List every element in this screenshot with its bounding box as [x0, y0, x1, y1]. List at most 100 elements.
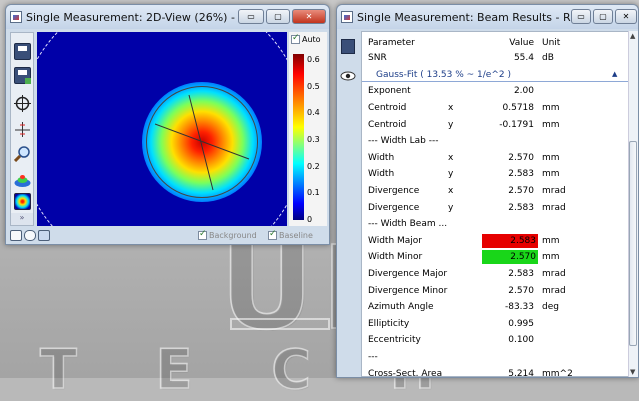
- status-bar-2d: Background Baseline: [10, 227, 325, 243]
- save-icon[interactable]: [14, 43, 31, 60]
- app-icon: [10, 11, 22, 23]
- collapse-group-icon[interactable]: ▲: [612, 70, 618, 78]
- group-header-row[interactable]: Gauss-Fit ( 13.53 % ~ 1/e^2 ): [362, 67, 628, 84]
- background-checkbox[interactable]: [198, 229, 207, 240]
- beam-2d-plot[interactable]: [37, 32, 287, 226]
- value-cell: 2.583: [482, 233, 538, 248]
- group-divider: [362, 81, 628, 83]
- unit-cell: deg: [542, 302, 559, 313]
- value-cell: 55.4: [513, 53, 534, 64]
- header-parameter: Parameter: [368, 38, 415, 49]
- unit-cell: mm: [542, 119, 560, 130]
- scroll-down-arrow[interactable]: ▼: [630, 368, 636, 376]
- save-icon[interactable]: [341, 39, 355, 54]
- eye-icon[interactable]: [340, 71, 356, 84]
- table-row: Eccentricity 0.100: [362, 332, 628, 349]
- parameter-cell: Gauss-Fit ( 13.53 % ~ 1/e^2 ): [376, 69, 511, 80]
- close-button[interactable]: ✕: [292, 9, 326, 24]
- table-row: Divergence Major 2.583 mrad: [362, 266, 628, 283]
- crosshair-icon[interactable]: [14, 95, 31, 112]
- baseline-toggle[interactable]: Baseline: [268, 229, 313, 240]
- parameter-cell: Divergence: [368, 186, 420, 197]
- unit-cell: mrad: [542, 269, 566, 280]
- colorbar-tick: 0.2: [307, 162, 320, 171]
- maximize-button[interactable]: ▢: [266, 9, 290, 24]
- value-cell: -83.33: [504, 302, 534, 313]
- table-row: Azimuth Angle -83.33 deg: [362, 299, 628, 316]
- parameter-cell: SNR: [368, 53, 387, 64]
- axis-cell: x: [448, 152, 454, 163]
- value-cell: 2.570: [508, 152, 534, 163]
- results-scrollbar[interactable]: ▲ ▼: [628, 31, 638, 377]
- table-row: Cross-Sect. Area 5.214 mm^2: [362, 365, 628, 377]
- results-table: Parameter Value Unit SNR 55.4 dB Gauss-Fit …: [361, 31, 629, 377]
- auto-checkbox[interactable]: [291, 33, 300, 44]
- table-row: SNR 55.4 dB: [362, 50, 628, 67]
- auto-scale-toggle[interactable]: Auto: [291, 33, 321, 44]
- unit-cell: mrad: [542, 285, 566, 296]
- unit-cell: mm: [542, 169, 560, 180]
- table-row: Exponent 2.00: [362, 83, 628, 100]
- parameter-cell: Azimuth Angle: [368, 302, 434, 313]
- view-options-button[interactable]: [38, 229, 50, 241]
- background-logo-bar: [230, 318, 330, 330]
- colorbar-tick: 0.4: [307, 108, 320, 117]
- parameter-cell: Exponent: [368, 86, 411, 97]
- unit-cell: mrad: [542, 202, 566, 213]
- scroll-up-arrow[interactable]: ▲: [630, 32, 636, 40]
- app-icon: [341, 11, 353, 23]
- minimize-button[interactable]: ▭: [238, 9, 264, 24]
- axis-cell: x: [448, 103, 454, 114]
- parameter-cell: ---: [368, 352, 378, 363]
- colorbar-tick: 0.5: [307, 82, 320, 91]
- more-tools-button[interactable]: »: [11, 213, 33, 225]
- zoom-icon[interactable]: [13, 145, 31, 163]
- value-cell: 2.570: [508, 186, 534, 197]
- axis-cell: x: [448, 186, 454, 197]
- unit-cell: mrad: [542, 186, 566, 197]
- table-row: --- Width Beam ...: [362, 216, 628, 233]
- window-2d-view: Single Measurement: 2D-View (26%) - RayC…: [5, 4, 330, 245]
- parameter-cell: Width: [368, 169, 395, 180]
- parameter-cell: Width Major: [368, 235, 422, 246]
- table-row: Width x 2.570 mm: [362, 150, 628, 167]
- view-ellipse-button[interactable]: [24, 229, 36, 241]
- parameter-cell: --- Width Lab ---: [368, 136, 439, 147]
- parameter-cell: Divergence Major: [368, 269, 448, 280]
- 3d-view-icon[interactable]: [14, 171, 31, 188]
- results-tool-column: [339, 31, 359, 377]
- color-map-icon[interactable]: [14, 193, 31, 210]
- parameter-cell: Width Minor: [368, 252, 423, 263]
- colorbar-tick: 0: [307, 215, 313, 224]
- colorbar-tick: 0.1: [307, 188, 320, 197]
- titlebar-beam-results[interactable]: Single Measurement: Beam Results - RayCi…: [337, 5, 638, 29]
- save-as-icon[interactable]: [14, 67, 31, 84]
- minimize-button[interactable]: ▭: [571, 9, 591, 24]
- background-toggle[interactable]: Background: [198, 229, 257, 240]
- titlebar-2d-view[interactable]: Single Measurement: 2D-View (26%) - RayC…: [6, 5, 329, 29]
- value-cell: 2.583: [508, 202, 534, 213]
- table-row: Width y 2.583 mm: [362, 166, 628, 183]
- value-cell: 0.5718: [502, 103, 535, 114]
- value-cell: 0.100: [508, 335, 534, 346]
- unit-cell: mm: [542, 235, 560, 246]
- view-single-button[interactable]: [10, 229, 22, 241]
- baseline-checkbox[interactable]: [268, 229, 277, 240]
- table-header: Parameter Value Unit: [362, 35, 628, 52]
- window-title: Single Measurement: 2D-View (26%) - RayC…: [26, 10, 236, 24]
- parameter-cell: Divergence: [368, 202, 420, 213]
- axis-scale-icon[interactable]: [14, 121, 31, 138]
- maximize-button[interactable]: ▢: [593, 9, 613, 24]
- table-row: Centroid y -0.1791 mm: [362, 116, 628, 133]
- value-cell: 2.583: [508, 169, 534, 180]
- window-beam-results: Single Measurement: Beam Results - RayCi…: [336, 4, 639, 378]
- close-button[interactable]: ✕: [615, 9, 637, 24]
- unit-cell: mm: [542, 252, 560, 263]
- fit-axes: [154, 94, 250, 191]
- value-cell: 2.570: [482, 250, 538, 265]
- auto-label: Auto: [302, 35, 321, 44]
- value-cell: 2.00: [513, 86, 534, 97]
- parameter-cell: Cross-Sect. Area: [368, 368, 443, 377]
- scroll-thumb[interactable]: [629, 141, 637, 346]
- axis-cell: y: [448, 119, 454, 130]
